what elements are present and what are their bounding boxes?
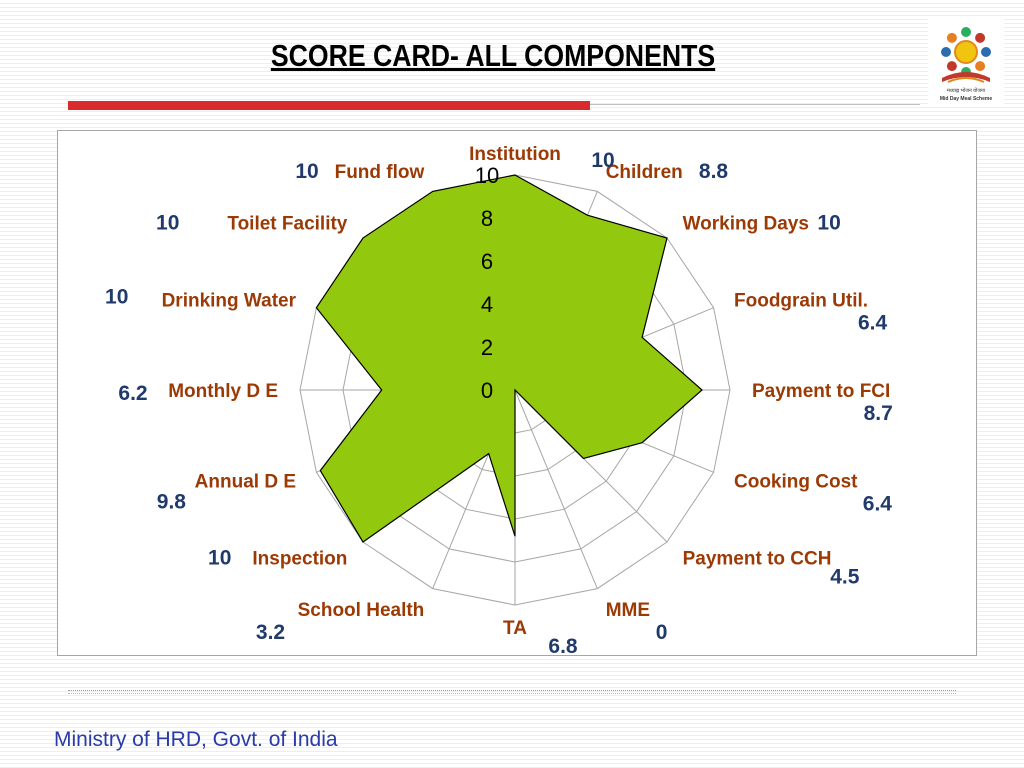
logo-figure [975,61,986,72]
footer-text: Ministry of HRD, Govt. of India [54,728,338,751]
value-label: 8.7 [864,402,893,425]
footer-divider-2 [68,693,956,694]
radial-tick-label: 0 [481,378,493,403]
value-label: 10 [817,211,840,234]
value-label: 10 [591,149,614,172]
category-label: Payment to FCI [752,381,890,402]
spoke-line [514,389,598,589]
footer-divider [68,690,956,691]
category-label: Toilet Facility [227,213,347,234]
category-label: TA [503,618,527,639]
category-label: Institution [469,144,561,165]
value-label: 10 [156,211,179,234]
logo-figure [981,47,991,57]
value-label: 3.2 [256,621,285,644]
value-label: 10 [105,285,128,308]
value-label: 9.8 [157,491,187,514]
category-label: Cooking Cost [734,472,858,493]
category-label: Payment to CCH [683,549,832,570]
category-label: Fund flow [335,162,425,183]
category-label: Drinking Water [162,290,297,311]
value-label: 6.4 [863,493,893,516]
category-label: Annual D E [195,472,296,493]
value-label: 10 [295,160,318,183]
slide-title: SCORE CARD- ALL COMPONENTS [270,38,716,73]
category-label: Inspection [252,549,347,570]
logo-caption-english: Mid Day Meal Scheme [940,96,992,102]
value-label: 6.8 [548,635,578,658]
category-label: Monthly D E [168,381,278,402]
value-label: 6.2 [118,382,147,405]
value-label: 6.4 [858,311,888,334]
logo-figure [975,32,986,43]
radial-tick-label: 8 [481,206,493,231]
category-label: MME [606,600,650,621]
radial-tick-label: 2 [481,335,493,360]
title-underline-red [68,101,590,110]
category-label: School Health [298,600,425,621]
value-label: 10 [208,547,231,570]
radial-tick-label: 6 [481,249,493,274]
radial-tick-label: 10 [475,163,499,188]
category-label: Children [606,162,683,183]
radial-tick-label: 4 [481,292,493,317]
value-label: 0 [656,621,668,644]
logo-caption-hindi: मध्याह्न भोजन योजना [947,87,986,94]
logo-figure [946,32,957,43]
value-label: 8.8 [699,160,729,183]
mid-day-meal-logo: मध्याह्न भोजन योजना Mid Day Meal Scheme [928,16,1004,104]
value-label: 4.5 [830,566,860,589]
logo-figure [961,27,971,37]
category-label: Foodgrain Util. [734,290,868,311]
title-underline-grey [590,104,920,105]
logo-figure [946,61,957,72]
score-area [315,174,703,543]
category-label: Working Days [683,213,809,234]
logo-figure [941,47,951,57]
